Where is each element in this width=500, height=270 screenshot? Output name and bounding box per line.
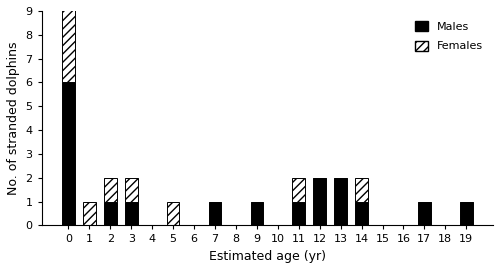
Bar [314, 178, 326, 225]
Bar [125, 202, 138, 225]
Bar [460, 202, 472, 225]
Bar [292, 178, 305, 202]
Bar [62, 82, 74, 225]
Bar [83, 202, 96, 225]
Y-axis label: No. of stranded dolphins: No. of stranded dolphins [7, 42, 20, 195]
Bar [356, 202, 368, 225]
Bar [334, 178, 347, 225]
Bar [418, 202, 430, 225]
X-axis label: Estimated age (yr): Estimated age (yr) [209, 250, 326, 263]
Bar [167, 202, 179, 225]
Bar [356, 178, 368, 202]
Bar [62, 0, 74, 82]
Bar [250, 202, 263, 225]
Legend: Males, Females: Males, Females [410, 16, 488, 56]
Bar [104, 202, 117, 225]
Bar [104, 178, 117, 202]
Bar [125, 178, 138, 202]
Bar [292, 202, 305, 225]
Bar [208, 202, 222, 225]
